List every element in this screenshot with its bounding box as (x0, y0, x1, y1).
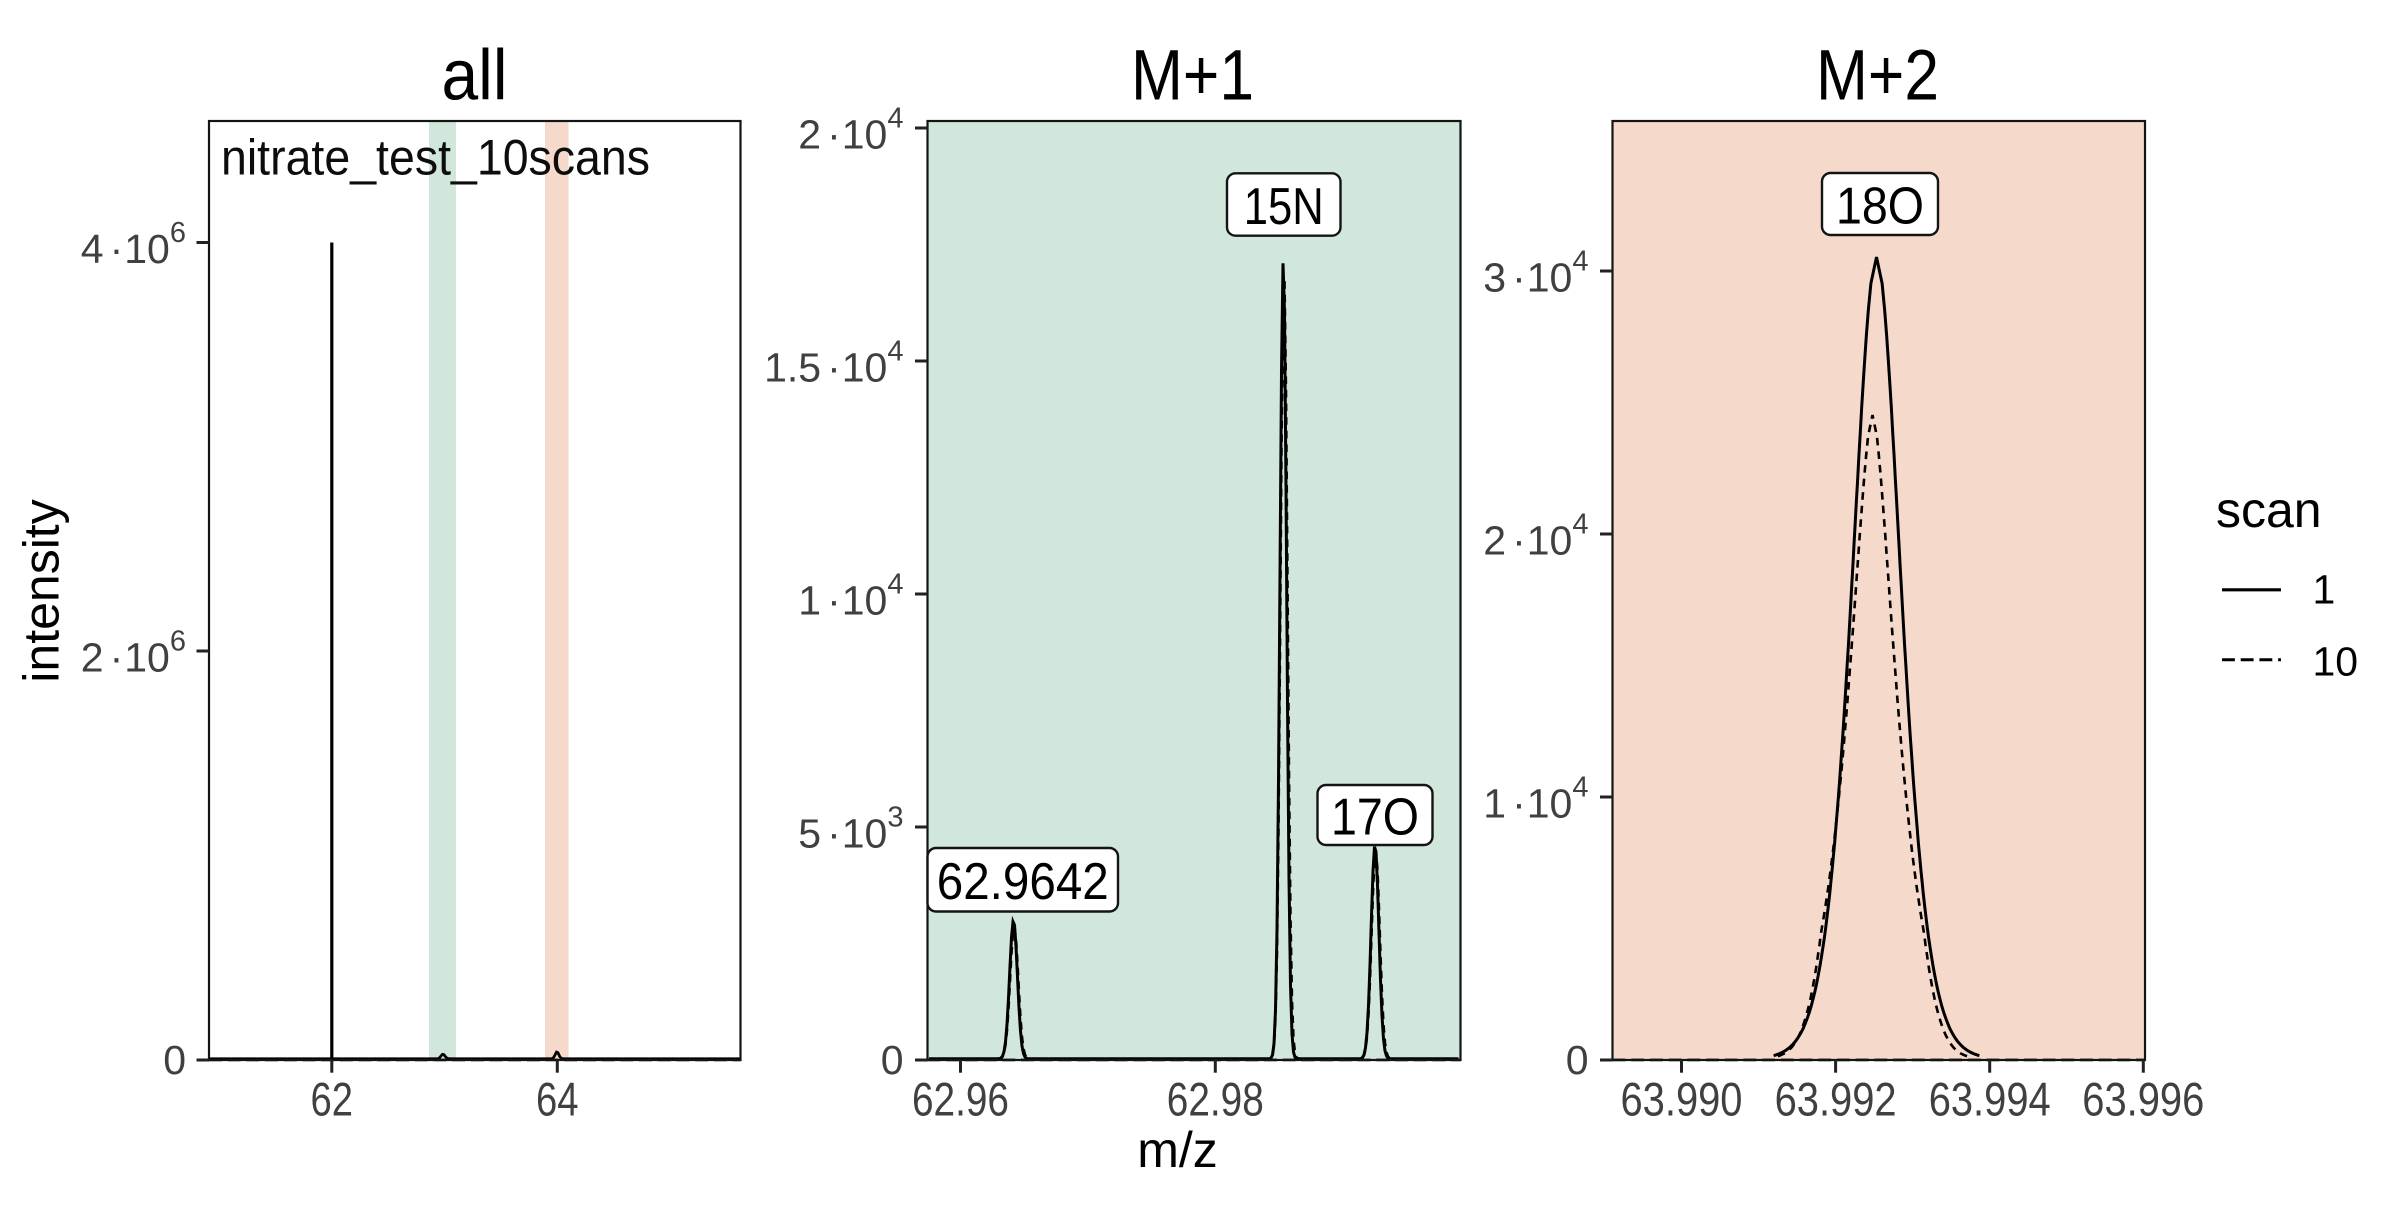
svg-text:17O: 17O (1331, 788, 1419, 846)
svg-text:2·106: 2·106 (81, 625, 186, 680)
svg-text:62: 62 (311, 1073, 354, 1126)
svg-text:18O: 18O (1836, 177, 1924, 235)
svg-text:63.992: 63.992 (1775, 1073, 1897, 1126)
svg-text:10: 10 (2313, 639, 2359, 685)
svg-text:2·104: 2·104 (798, 102, 903, 157)
svg-text:62.96: 62.96 (912, 1073, 1009, 1126)
svg-text:0: 0 (163, 1037, 186, 1083)
svg-text:63.994: 63.994 (1929, 1073, 2051, 1126)
svg-text:all: all (442, 37, 508, 116)
svg-text:intensity: intensity (14, 499, 70, 682)
svg-text:4·106: 4·106 (81, 217, 186, 272)
svg-text:0: 0 (1566, 1037, 1589, 1083)
svg-text:64: 64 (536, 1073, 579, 1126)
svg-text:0: 0 (881, 1037, 904, 1083)
svg-text:1·104: 1·104 (798, 568, 903, 623)
svg-text:M+2: M+2 (1816, 37, 1939, 116)
svg-text:1.5·104: 1.5·104 (764, 335, 903, 390)
svg-text:1·104: 1·104 (1483, 771, 1588, 826)
svg-text:nitrate_test_10scans: nitrate_test_10scans (221, 130, 650, 186)
svg-text:M+1: M+1 (1131, 37, 1254, 116)
svg-text:2·104: 2·104 (1483, 508, 1588, 563)
svg-text:3·104: 3·104 (1483, 245, 1588, 300)
svg-text:63.996: 63.996 (2082, 1073, 2204, 1126)
svg-text:63.990: 63.990 (1621, 1073, 1743, 1126)
svg-text:scan: scan (2216, 482, 2322, 538)
svg-text:m/z: m/z (1137, 1122, 1218, 1178)
svg-text:5·103: 5·103 (798, 801, 903, 856)
svg-text:1: 1 (2313, 566, 2336, 612)
svg-text:62.9642: 62.9642 (937, 853, 1109, 911)
svg-text:62.98: 62.98 (1167, 1073, 1264, 1126)
svg-text:15N: 15N (1244, 178, 1324, 236)
